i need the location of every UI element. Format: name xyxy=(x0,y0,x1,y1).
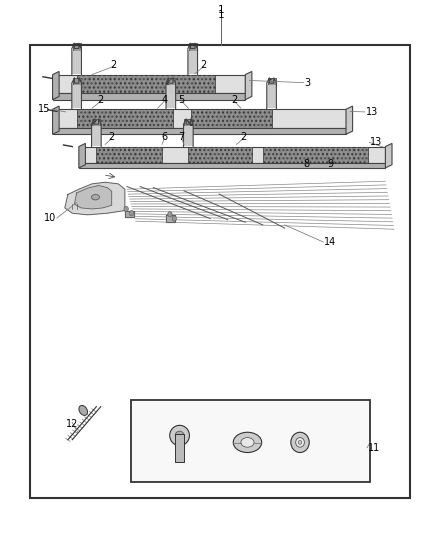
Polygon shape xyxy=(245,71,252,100)
Polygon shape xyxy=(73,78,81,86)
Polygon shape xyxy=(79,147,385,163)
Polygon shape xyxy=(385,143,392,168)
Polygon shape xyxy=(166,215,175,222)
Text: 6: 6 xyxy=(161,132,167,142)
Polygon shape xyxy=(53,128,346,134)
Text: 13: 13 xyxy=(370,138,382,147)
Polygon shape xyxy=(79,163,385,168)
Text: 12: 12 xyxy=(66,419,78,429)
Polygon shape xyxy=(188,51,197,74)
Polygon shape xyxy=(166,85,175,108)
Ellipse shape xyxy=(92,195,99,200)
Polygon shape xyxy=(96,147,162,163)
Polygon shape xyxy=(77,75,215,93)
Polygon shape xyxy=(72,51,81,74)
Ellipse shape xyxy=(79,406,88,415)
Circle shape xyxy=(168,212,172,217)
Circle shape xyxy=(172,216,177,221)
Text: 15: 15 xyxy=(38,104,50,114)
Circle shape xyxy=(129,211,134,216)
Text: 1: 1 xyxy=(218,5,225,15)
Ellipse shape xyxy=(175,431,184,440)
Bar xyxy=(175,434,184,462)
Polygon shape xyxy=(184,126,193,146)
Text: 10: 10 xyxy=(44,213,56,223)
Polygon shape xyxy=(188,147,252,163)
Ellipse shape xyxy=(170,425,189,446)
Polygon shape xyxy=(167,78,175,86)
Polygon shape xyxy=(79,143,85,168)
Text: 2: 2 xyxy=(98,95,104,104)
Text: 4: 4 xyxy=(161,95,167,104)
Polygon shape xyxy=(73,43,81,51)
Ellipse shape xyxy=(296,438,304,447)
Text: 13: 13 xyxy=(366,107,378,117)
Polygon shape xyxy=(65,182,125,215)
Polygon shape xyxy=(267,85,276,108)
Text: 2: 2 xyxy=(240,132,246,142)
Text: 7: 7 xyxy=(179,132,185,142)
Text: 5: 5 xyxy=(179,95,185,104)
Polygon shape xyxy=(74,185,112,209)
Ellipse shape xyxy=(291,432,309,453)
Text: 14: 14 xyxy=(324,237,336,247)
Bar xyxy=(131,400,370,482)
Text: 2: 2 xyxy=(109,132,115,142)
Polygon shape xyxy=(263,147,368,163)
Text: 3: 3 xyxy=(304,78,311,87)
Text: 1: 1 xyxy=(218,10,225,20)
Polygon shape xyxy=(53,106,59,134)
Ellipse shape xyxy=(241,438,254,447)
Polygon shape xyxy=(189,43,197,51)
Ellipse shape xyxy=(298,440,302,445)
Ellipse shape xyxy=(233,432,261,453)
Polygon shape xyxy=(53,109,346,128)
Text: 2: 2 xyxy=(231,95,237,104)
Text: 9: 9 xyxy=(328,159,334,168)
Polygon shape xyxy=(346,106,353,134)
Polygon shape xyxy=(184,119,192,127)
Polygon shape xyxy=(191,109,272,128)
Text: 2: 2 xyxy=(201,60,207,70)
Polygon shape xyxy=(92,126,101,146)
Polygon shape xyxy=(268,78,276,86)
Polygon shape xyxy=(125,211,134,217)
Polygon shape xyxy=(53,93,245,100)
Polygon shape xyxy=(72,85,81,108)
Text: 8: 8 xyxy=(304,159,310,168)
Polygon shape xyxy=(53,75,245,93)
Text: 11: 11 xyxy=(368,443,380,453)
Polygon shape xyxy=(53,71,59,100)
Text: 2: 2 xyxy=(110,60,116,70)
Circle shape xyxy=(124,206,128,212)
Polygon shape xyxy=(92,119,100,127)
Bar xyxy=(30,45,410,498)
Polygon shape xyxy=(77,109,173,128)
